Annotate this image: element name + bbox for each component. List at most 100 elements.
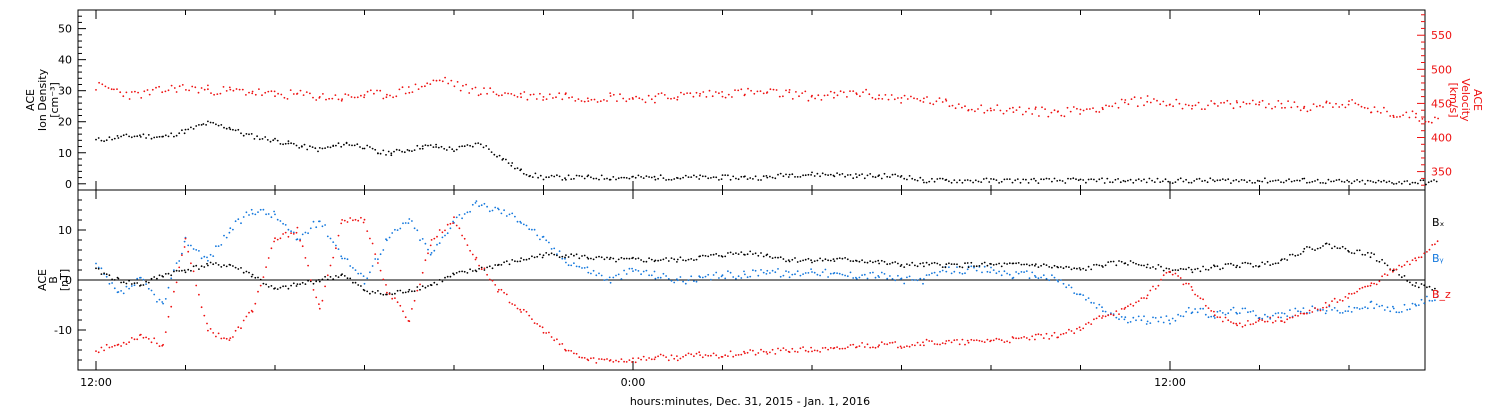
bz-point	[1146, 294, 1149, 297]
bx-point	[1085, 269, 1087, 271]
density-point	[1216, 179, 1219, 182]
bx-point	[810, 259, 812, 262]
bx-point	[95, 267, 97, 270]
bx-point	[396, 289, 399, 292]
velocity-point	[407, 86, 410, 88]
velocity-point	[98, 81, 100, 84]
density-point	[276, 139, 279, 142]
by-point	[732, 276, 735, 278]
velocity-point	[938, 97, 941, 99]
by-point	[1124, 316, 1127, 319]
bz-point	[360, 216, 362, 219]
bx-point	[195, 264, 198, 267]
by-point	[1140, 319, 1143, 322]
velocity-point	[1028, 107, 1030, 110]
density-point	[173, 135, 175, 138]
bz-point	[500, 288, 503, 291]
velocity-point	[529, 93, 532, 96]
bz-point	[1264, 320, 1266, 323]
bx-point	[240, 267, 242, 269]
bx-point	[369, 292, 371, 295]
by-point	[983, 265, 986, 268]
by-point	[1348, 305, 1350, 308]
density-point	[164, 134, 167, 137]
density-point	[620, 176, 623, 179]
density-point	[314, 147, 317, 150]
bx-point	[981, 262, 983, 265]
by-point	[402, 222, 404, 225]
bx-point	[573, 254, 575, 257]
density-point	[679, 177, 682, 180]
velocity-point	[191, 85, 194, 88]
velocity-point	[692, 95, 695, 98]
bx-point	[203, 266, 206, 268]
bz-point	[802, 346, 804, 348]
by-point	[986, 270, 989, 273]
bx-point	[402, 291, 404, 294]
density-point	[1369, 180, 1372, 182]
bx-point	[771, 257, 774, 259]
velocity-point	[807, 99, 810, 102]
density-point	[309, 145, 311, 148]
by-point	[701, 276, 704, 279]
velocity-point	[980, 104, 983, 107]
bx-point	[824, 258, 827, 261]
bx-point	[284, 285, 287, 287]
density-point	[1077, 179, 1080, 182]
velocity-point	[148, 93, 151, 96]
bx-point	[1230, 262, 1232, 265]
velocity-point	[1296, 105, 1299, 108]
bz-point	[914, 344, 916, 347]
by-point	[1281, 312, 1283, 314]
bz-point	[777, 347, 779, 350]
bz-point	[690, 353, 693, 356]
density-point	[343, 143, 345, 146]
bx-point	[304, 283, 307, 285]
bz-point	[237, 326, 240, 329]
velocity-point	[1021, 113, 1024, 116]
by-point	[136, 277, 139, 280]
velocity-point	[151, 88, 154, 91]
density-point	[813, 175, 816, 177]
bx-point	[766, 253, 769, 256]
bz-point	[1006, 340, 1008, 343]
bz-point	[1434, 243, 1436, 246]
bx-point	[1182, 268, 1185, 270]
bz-point	[156, 342, 158, 345]
velocity-point	[1101, 106, 1104, 109]
velocity-point	[788, 89, 791, 91]
data-marks	[95, 76, 1439, 364]
by-point	[1434, 299, 1436, 302]
by-point	[833, 272, 836, 274]
by-point	[170, 277, 173, 280]
bx-point	[844, 257, 846, 259]
bx-point	[234, 266, 237, 269]
density-point	[961, 181, 964, 184]
velocity-point	[479, 93, 482, 96]
bz-point	[774, 353, 777, 355]
bz-point	[779, 349, 782, 352]
bx-point	[374, 292, 377, 294]
by-point	[704, 275, 707, 278]
bz-point	[829, 347, 832, 349]
velocity-point	[1098, 111, 1101, 113]
bz-point	[945, 340, 948, 342]
density-point	[1338, 178, 1341, 181]
bz-point	[715, 354, 718, 357]
bx-point	[662, 258, 665, 261]
by-point	[399, 227, 402, 230]
velocity-point	[1277, 100, 1280, 102]
density-point	[1419, 179, 1422, 182]
bz-point	[1297, 315, 1299, 317]
bz-point	[299, 239, 301, 242]
bz-point	[995, 337, 998, 340]
velocity-point	[519, 92, 522, 95]
velocity-point	[705, 96, 708, 98]
density-point	[471, 145, 474, 148]
bz-point	[497, 290, 499, 293]
bx-point	[430, 284, 433, 287]
by-point	[225, 236, 228, 239]
by-point	[427, 248, 429, 251]
density-point	[335, 144, 337, 147]
density-point	[1117, 178, 1119, 180]
